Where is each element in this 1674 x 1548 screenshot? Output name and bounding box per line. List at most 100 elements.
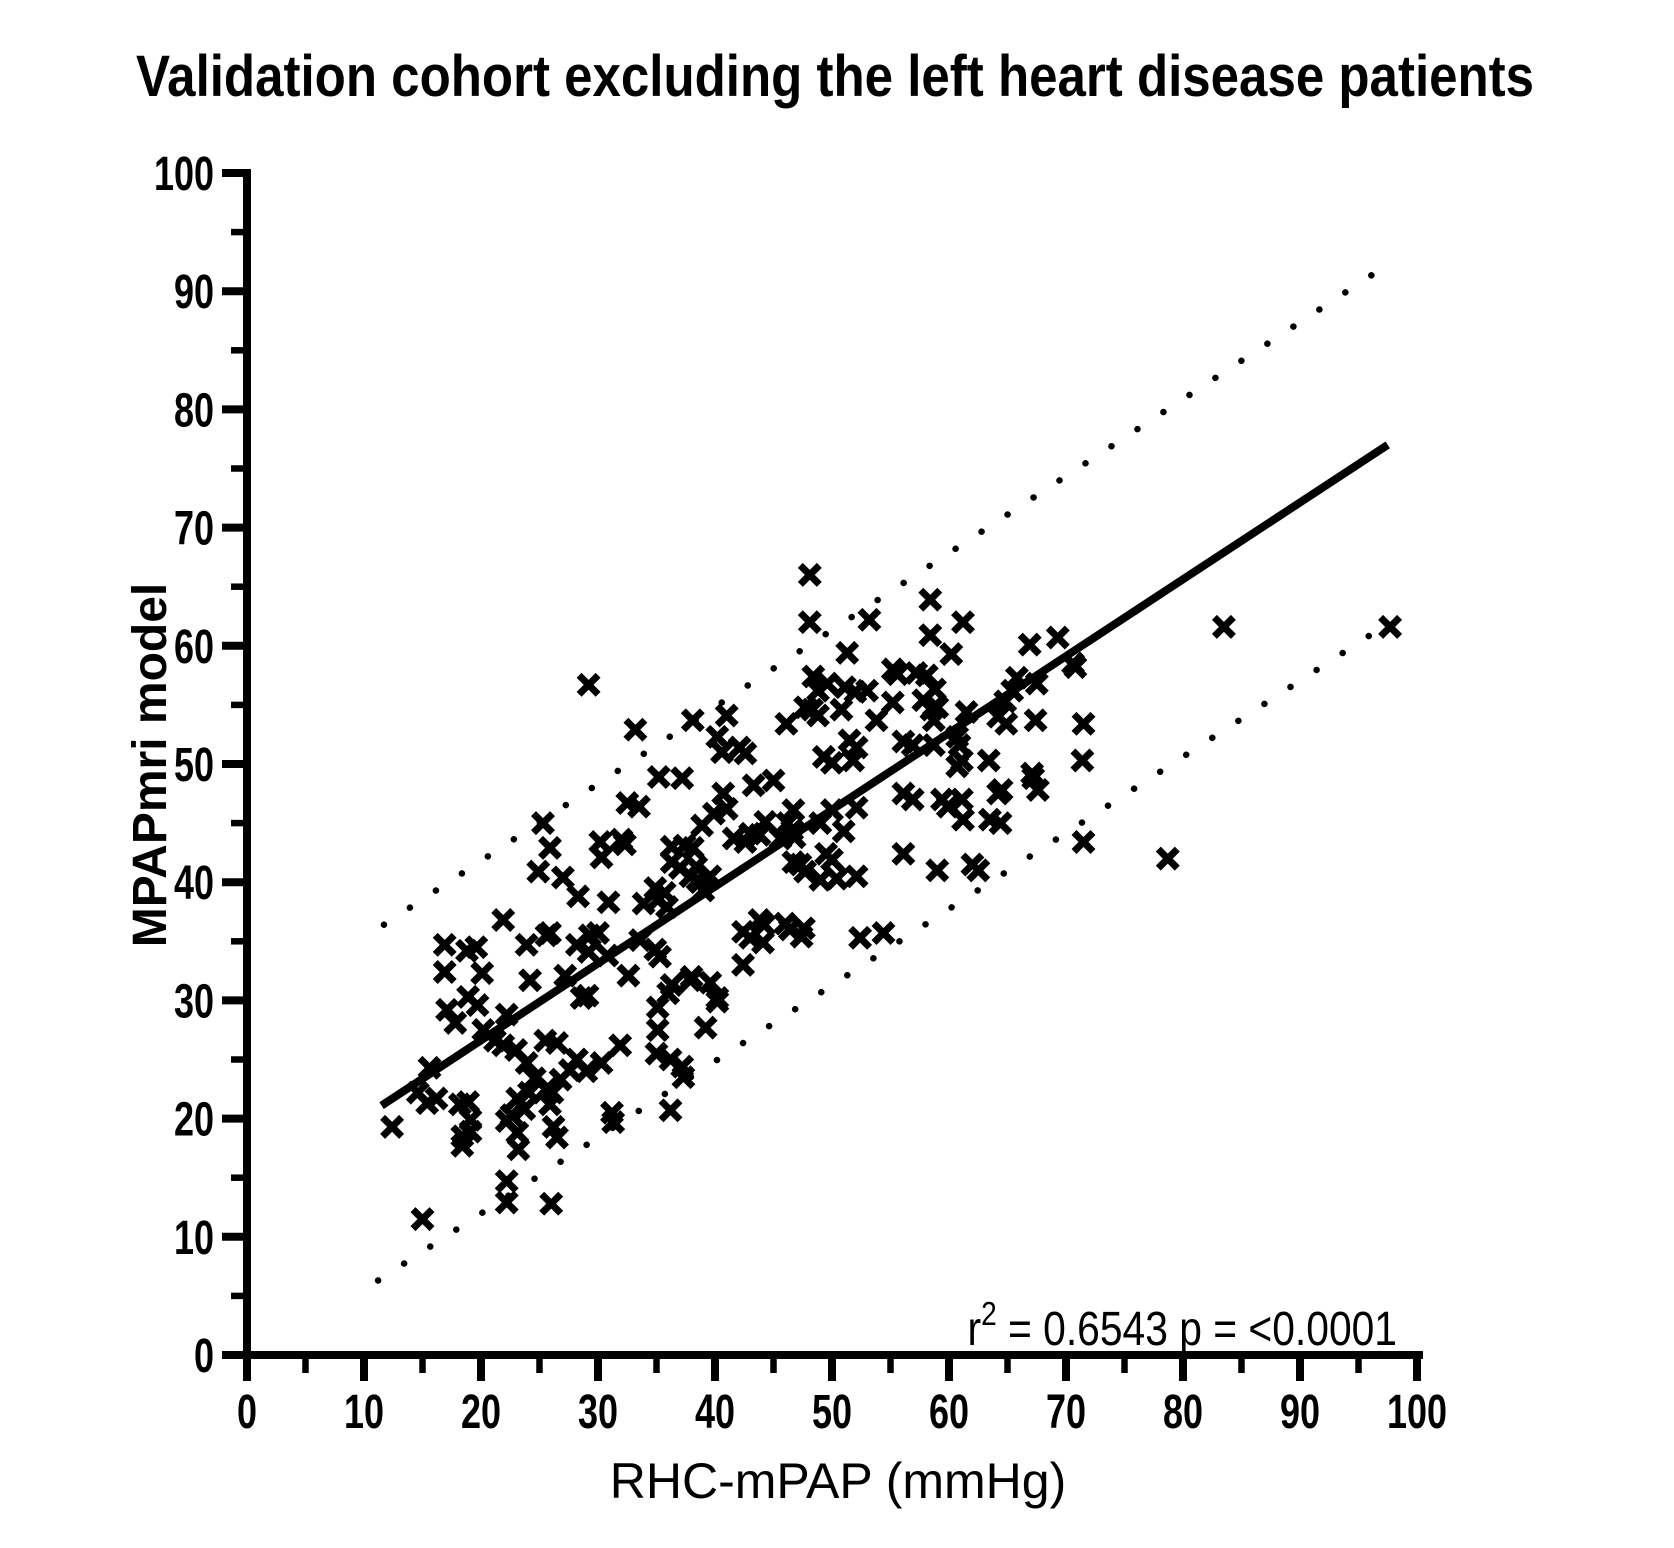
- data-point: [900, 787, 925, 812]
- data-point: [494, 1169, 519, 1194]
- data-point: [506, 1137, 531, 1162]
- data-point: [432, 932, 457, 957]
- data-point: [791, 916, 816, 941]
- upper-confidence-band: [380, 266, 1383, 929]
- data-point: [918, 587, 943, 612]
- data-point: [806, 703, 830, 728]
- data-point: [494, 1190, 519, 1215]
- y-axis-title: MPAPmri model: [124, 583, 177, 948]
- data-point: [741, 773, 766, 798]
- data-point: [410, 1207, 435, 1232]
- data-point: [627, 794, 651, 819]
- y-tick-label: 0: [194, 1329, 214, 1382]
- x-tick-label: 30: [578, 1385, 618, 1438]
- data-point: [646, 765, 671, 789]
- data-point: [514, 932, 539, 957]
- y-tick-label: 60: [174, 620, 214, 673]
- data-point: [774, 711, 799, 736]
- data-point: [820, 847, 844, 872]
- data-point: [976, 748, 1001, 773]
- data-point: [455, 938, 479, 963]
- data-point: [575, 983, 600, 1008]
- data-point: [534, 923, 559, 948]
- data-point: [829, 697, 854, 722]
- data-point: [1071, 711, 1096, 736]
- data-point: [731, 919, 756, 944]
- data-point: [835, 640, 860, 665]
- data-point: [550, 865, 575, 890]
- data-point: [705, 986, 730, 1010]
- data-point: [1045, 625, 1070, 650]
- y-tick-label: 50: [174, 738, 214, 791]
- data-point: [705, 724, 730, 749]
- data-point: [939, 642, 964, 667]
- data-point: [616, 963, 641, 988]
- data-point: [891, 841, 916, 866]
- data-point: [871, 921, 896, 945]
- data-point: [450, 1133, 475, 1158]
- data-point: [714, 703, 739, 728]
- data-point: [576, 672, 601, 697]
- x-tick-label: 90: [1280, 1385, 1320, 1438]
- data-point: [672, 833, 697, 858]
- data-point: [608, 1033, 633, 1058]
- data-point: [648, 944, 672, 969]
- data-point: [815, 671, 840, 696]
- data-point: [693, 1015, 718, 1040]
- data-point: [733, 741, 758, 766]
- data-point: [658, 1098, 683, 1123]
- data-point: [574, 1059, 599, 1084]
- data-point: [517, 1080, 541, 1105]
- data-point: [644, 1041, 669, 1066]
- data-point: [885, 662, 910, 687]
- y-tick-label: 10: [174, 1211, 214, 1264]
- data-point: [432, 960, 457, 984]
- y-tick-label: 70: [174, 502, 214, 555]
- data-point: [678, 968, 703, 993]
- data-point: [949, 787, 974, 812]
- regression-line: [379, 441, 1390, 1109]
- data-point: [848, 925, 873, 950]
- data-point: [526, 859, 551, 884]
- data-point: [988, 811, 1013, 836]
- data-point: [781, 850, 806, 875]
- data-point: [1017, 632, 1042, 657]
- data-point: [443, 1010, 468, 1035]
- data-point: [596, 890, 621, 915]
- data-point: [690, 813, 715, 838]
- x-tick-label: 10: [344, 1385, 384, 1438]
- data-point: [589, 1051, 614, 1075]
- stats-annotation-values: = 0.6543 p = <0.0001: [997, 1303, 1397, 1356]
- data-point: [380, 1114, 405, 1139]
- fit-lines: [374, 266, 1394, 1284]
- data-point: [966, 858, 991, 883]
- data-point: [1025, 778, 1050, 802]
- data-point: [577, 923, 602, 948]
- r-squared-prefix: r: [967, 1303, 981, 1356]
- data-point: [458, 1119, 483, 1144]
- data-point: [710, 740, 734, 765]
- data-point: [1063, 655, 1088, 680]
- data-point: [612, 832, 637, 857]
- data-point: [761, 768, 786, 793]
- data-point: [1211, 614, 1236, 639]
- data-point: [512, 1097, 537, 1122]
- x-tick-label: 60: [929, 1385, 969, 1438]
- r-squared-superscript: 2: [981, 1296, 997, 1333]
- data-point: [820, 750, 844, 775]
- data-point: [951, 610, 975, 635]
- data-point: [994, 711, 1019, 736]
- data-point: [918, 623, 943, 648]
- data-point: [797, 562, 822, 587]
- data-point: [989, 778, 1014, 802]
- data-point: [566, 884, 591, 909]
- data-point: [659, 973, 684, 997]
- data-point: [951, 807, 975, 832]
- data-point: [844, 864, 869, 889]
- x-tick-label: 0: [237, 1385, 257, 1438]
- y-tick-label: 90: [174, 265, 214, 318]
- data-point: [831, 819, 856, 844]
- y-tick-label: 40: [174, 856, 214, 909]
